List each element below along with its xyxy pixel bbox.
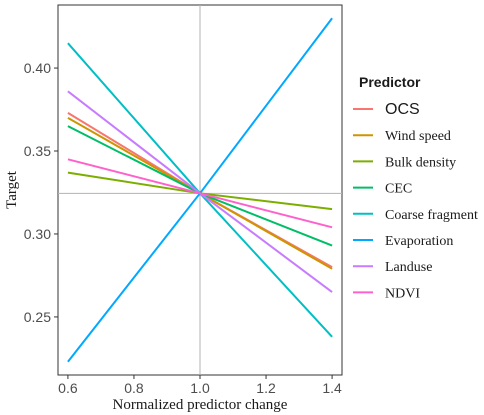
legend-label: Coarse fragment [385, 208, 478, 223]
y-tick-label: 0.30 [24, 226, 51, 242]
legend-label: Bulk density [385, 155, 456, 170]
legend-item: NDVI [353, 286, 420, 301]
y-tick-label: 0.35 [24, 143, 51, 159]
x-tick-label: 1.4 [322, 380, 342, 396]
series-lines [67, 17, 333, 363]
x-tick-label: 0.8 [124, 380, 144, 396]
legend-label: NDVI [385, 286, 420, 301]
legend-item: Coarse fragment [353, 208, 478, 223]
x-axis: 0.6 0.8 1.0 1.2 1.4 [58, 375, 342, 396]
legend: Predictor OCS Wind speed Bulk density CEC Co… [353, 74, 478, 301]
x-tick-label: 1.0 [190, 380, 210, 396]
legend-label: Evaporation [385, 234, 453, 249]
y-tick-label: 0.40 [24, 60, 51, 76]
legend-label: Wind speed [385, 129, 451, 144]
legend-item: CEC [353, 182, 412, 197]
legend-item: Landuse [353, 260, 432, 275]
x-axis-title: Normalized predictor change [113, 397, 288, 413]
y-axis-title: Target [4, 170, 20, 209]
legend-label: OCS [385, 101, 420, 118]
legend-label: CEC [385, 182, 412, 197]
legend-label: Landuse [385, 260, 432, 275]
legend-title: Predictor [359, 74, 421, 90]
x-tick-label: 0.6 [58, 380, 78, 396]
legend-item: Wind speed [353, 129, 451, 144]
legend-item: OCS [353, 101, 420, 118]
y-tick-label: 0.25 [24, 309, 51, 325]
legend-item: Evaporation [353, 234, 453, 249]
y-axis: 0.25 0.30 0.35 0.40 [24, 60, 58, 325]
legend-item: Bulk density [353, 155, 456, 170]
x-tick-label: 1.2 [256, 380, 276, 396]
series-line-ndvi [67, 158, 333, 229]
